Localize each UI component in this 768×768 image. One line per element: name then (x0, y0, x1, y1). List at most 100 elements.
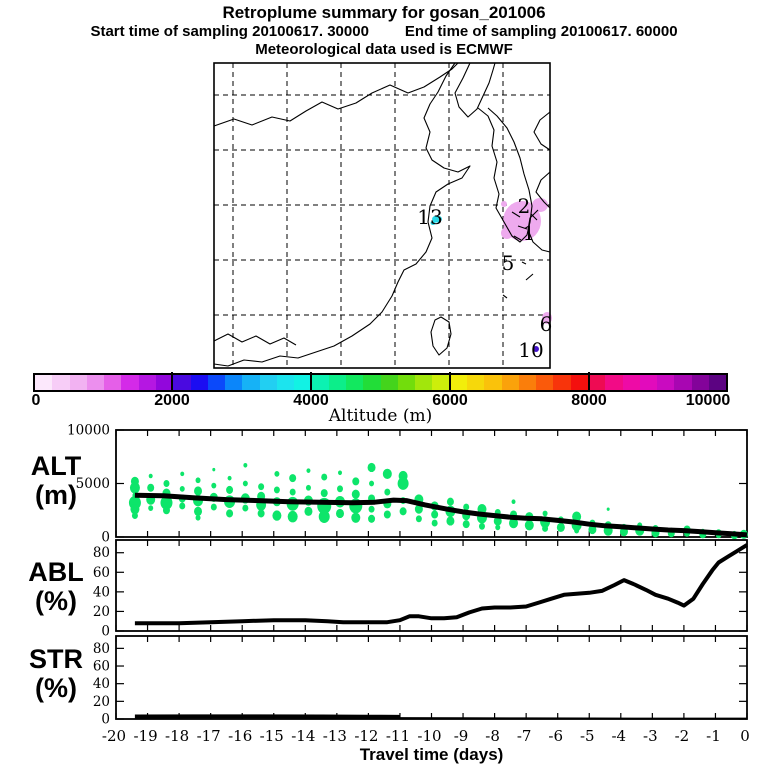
x-tick-label: -17 (197, 727, 221, 745)
retroplume-bubble (194, 486, 203, 496)
retroplume-bubble (257, 509, 265, 518)
plume-patch (532, 198, 548, 212)
abl-panel-label: ABL (%) (6, 558, 106, 616)
colorbar-tick-label: 0 (31, 392, 41, 409)
travel-day-label: 10 (518, 338, 543, 362)
colorbar-segment (190, 375, 208, 390)
x-tick-label: -7 (517, 727, 532, 745)
retroplume-bubble (462, 520, 470, 529)
colorbar-segment (536, 375, 554, 390)
alt-frame (115, 429, 748, 538)
retroplume-bubble (338, 470, 343, 476)
colorbar-tick-label: 6000 (432, 392, 468, 409)
retroplume-bubble (162, 506, 170, 515)
colorbar-tick-label: 4000 (293, 392, 329, 409)
retroplume-bubble (274, 470, 280, 477)
str-unit-text: (%) (35, 673, 77, 703)
retroplume-bubble (163, 480, 170, 487)
retroplume-bubble (351, 489, 360, 499)
retroplume-bubble (493, 516, 502, 526)
x-tick-label: -13 (323, 727, 347, 745)
retroplume-bubble (383, 510, 391, 519)
retroplume-bubble (305, 484, 311, 491)
retroplume-bubble (242, 480, 248, 487)
colorbar-segment (69, 375, 87, 390)
alt-unit-text: (m) (35, 480, 77, 510)
travel-day-label: 6 (540, 312, 553, 336)
colorbar-segment (397, 375, 416, 390)
retroplume-bubble (148, 473, 153, 479)
colorbar-segment (173, 375, 191, 390)
x-tick-label: -15 (260, 727, 284, 745)
retroplume-bubble (368, 514, 376, 523)
retroplume-bubble (179, 485, 185, 492)
retroplume-bubble (382, 468, 392, 480)
colorbar-title: Altitude (m) (328, 406, 433, 426)
retroplume-bubble (495, 524, 501, 531)
colorbar-segment (52, 375, 70, 390)
x-tick-label: -1 (706, 727, 721, 745)
small-islands (502, 261, 534, 299)
retroplume-bubble (446, 497, 454, 506)
colorbar-segment (415, 375, 433, 390)
colorbar-segment (449, 375, 468, 390)
colorbar-tick-label: 8000 (571, 392, 607, 409)
y-tick-label: 40 (93, 676, 110, 692)
colorbar-segment (328, 375, 347, 390)
x-tick-label: -5 (580, 727, 595, 745)
x-axis-title: Travel time (days) (359, 745, 504, 764)
x-tick-label: -10 (417, 727, 441, 745)
retroplume-bubble (320, 489, 328, 498)
x-tick-label: 0 (740, 727, 750, 745)
y-tick-label: 5000 (76, 476, 110, 492)
retroplume-bubble (478, 522, 485, 530)
colorbar-segment (104, 375, 122, 390)
retroplume-bubble (147, 483, 155, 492)
y-tick-label: 0 (101, 530, 110, 546)
retroplume-bubble (414, 504, 423, 514)
colorbar-segment (294, 375, 312, 390)
colorbar-segment (553, 375, 571, 390)
retroplume-bubble (524, 520, 534, 531)
end-time-text: End time of sampling 20100617. 60000 (404, 23, 678, 40)
x-tick-label: -9 (454, 727, 469, 745)
colorbar-segment (708, 375, 727, 390)
retroplume-bubble (351, 512, 361, 523)
retroplume-bubble (287, 510, 298, 523)
retroplume-bubble (130, 504, 140, 515)
alt-panel: 0 5000 10000 (67, 423, 748, 546)
colorbar-segment (605, 375, 623, 390)
retroplume-bubble (289, 474, 297, 483)
retroplume-bubble (606, 507, 610, 511)
y-tick-label: 80 (93, 545, 110, 561)
japan-coast-1 (533, 111, 551, 151)
retroplume-bubble (367, 462, 376, 473)
str-label-text: STR (29, 644, 83, 674)
retroplume-bubble (509, 517, 519, 529)
retroplume-bubble (273, 486, 280, 494)
colorbar-divider (310, 372, 312, 391)
start-time-text: Start time of sampling 20100617. 30000 (90, 23, 369, 40)
colorbar-segment (432, 375, 450, 390)
colorbar-segment (207, 375, 226, 390)
retroplume-bubble (227, 475, 232, 481)
retroplume-bubble (542, 524, 549, 532)
retroplume-bubble (180, 471, 185, 477)
kyushu-island (527, 209, 551, 253)
japan-coast-2 (535, 171, 551, 209)
retroplume-bubble (289, 488, 296, 496)
island-speckles (511, 211, 538, 241)
colorbar-segment (346, 375, 364, 390)
y-tick-label: 60 (93, 565, 110, 581)
x-tick-label: -11 (386, 727, 410, 745)
str-line (134, 714, 400, 719)
plume-patch (533, 346, 539, 352)
x-tick-label: -16 (228, 727, 252, 745)
met-data-text: Meteorological data used is ECMWF (255, 41, 513, 58)
retroplume-bubble (211, 482, 217, 489)
retroplume-bubble (321, 473, 328, 481)
sw-border (213, 333, 297, 346)
x-tick-label: -4 (611, 727, 626, 745)
colorbar-segment (501, 375, 519, 390)
